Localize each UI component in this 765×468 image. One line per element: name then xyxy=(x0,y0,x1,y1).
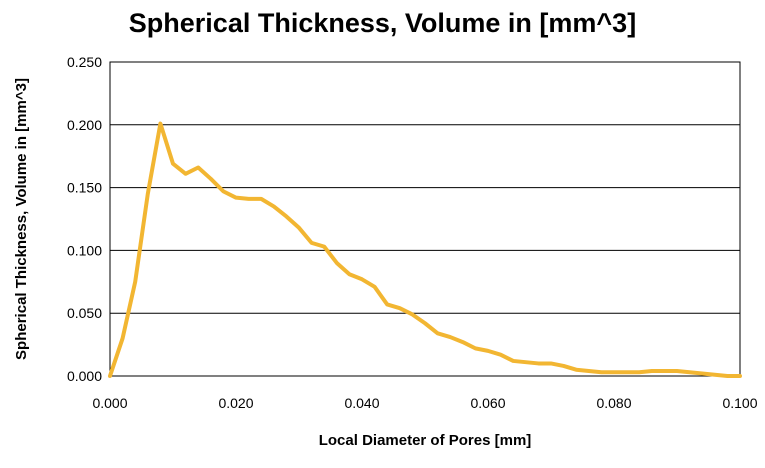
y-tick-label: 0.100 xyxy=(67,242,102,258)
x-tick-label: 0.100 xyxy=(722,395,757,411)
x-axis-tick-labels: 0.000 0.020 0.040 0.060 0.080 0.100 xyxy=(92,395,757,411)
series-line-0 xyxy=(108,121,742,378)
chart-title: Spherical Thickness, Volume in [mm^3] xyxy=(128,8,637,38)
y-axis-title: Spherical Thickness, Volume in [mm^3] xyxy=(13,78,30,360)
y-tick-label: 0.200 xyxy=(67,117,102,133)
x-tick-label: 0.060 xyxy=(470,395,505,411)
y-tick-label: 0.250 xyxy=(67,54,102,70)
x-tick-label: 0.000 xyxy=(92,395,127,411)
y-axis-tick-labels: 0.000 0.050 0.100 0.150 0.200 0.250 xyxy=(67,54,102,384)
series-layer xyxy=(108,121,742,378)
x-tick-label: 0.040 xyxy=(344,395,379,411)
y-tick-label: 0.150 xyxy=(67,180,102,196)
x-tick-label: 0.080 xyxy=(596,395,631,411)
x-tick-label: 0.020 xyxy=(218,395,253,411)
x-axis-title: Local Diameter of Pores [mm] xyxy=(319,432,532,449)
y-tick-label: 0.000 xyxy=(67,368,102,384)
plot-area-border xyxy=(109,61,741,377)
grid-lines xyxy=(110,61,740,377)
y-tick-label: 0.050 xyxy=(67,305,102,321)
